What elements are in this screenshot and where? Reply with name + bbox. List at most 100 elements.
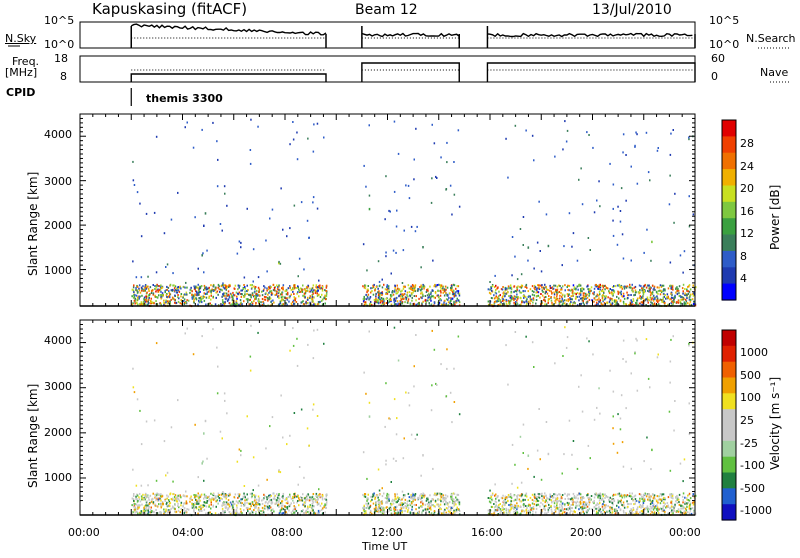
velocity-cell xyxy=(623,510,625,512)
power-cell xyxy=(224,295,226,297)
velocity-cell xyxy=(381,506,383,508)
velocity-cell xyxy=(143,507,145,509)
power-cell xyxy=(391,273,393,275)
velocity-cell xyxy=(418,511,420,513)
velocity-cell xyxy=(158,494,160,496)
power-cell xyxy=(560,289,562,291)
power-cell xyxy=(620,221,622,223)
velocity-cell xyxy=(566,347,568,349)
velocity-cell xyxy=(410,495,412,497)
power-cell xyxy=(421,303,423,305)
velocity-cell xyxy=(287,508,289,510)
velocity-cell xyxy=(222,510,224,512)
velocity-cell xyxy=(459,413,461,415)
velocity-cell xyxy=(137,501,139,503)
velocity-cell xyxy=(686,506,688,508)
power-cell xyxy=(583,300,585,302)
velocity-cell xyxy=(139,507,141,509)
velocity-cell xyxy=(631,468,633,470)
power-cell xyxy=(367,289,369,291)
velocity-cell xyxy=(238,493,240,495)
velocity-cell xyxy=(430,500,432,502)
velocity-cell xyxy=(188,509,190,511)
power-cell xyxy=(633,294,635,296)
power-cell xyxy=(296,132,298,134)
velocity-cell xyxy=(673,335,675,337)
power-cell xyxy=(596,302,598,304)
power-cell xyxy=(693,301,695,303)
velocity-cell xyxy=(132,368,134,370)
power-cell xyxy=(612,293,614,295)
velocity-cell xyxy=(302,500,304,502)
velocity-cell xyxy=(168,496,170,498)
power-cell xyxy=(541,270,543,272)
velocity-cell xyxy=(639,512,641,514)
velocity-cell xyxy=(252,501,254,503)
power-cell xyxy=(382,279,384,281)
power-cell xyxy=(624,298,626,300)
power-cell xyxy=(510,299,512,301)
velocity-cell xyxy=(378,502,380,504)
velocity-cell xyxy=(559,500,561,502)
power-cell xyxy=(409,291,411,293)
power-cell xyxy=(578,179,580,181)
power-cell xyxy=(311,298,313,300)
velocity-cell xyxy=(383,493,385,495)
power-cell xyxy=(648,302,650,304)
power-cell xyxy=(513,291,515,293)
velocity-cell xyxy=(297,365,299,367)
velocity-cell xyxy=(325,511,327,513)
velocity-cell xyxy=(321,503,323,505)
power-cell xyxy=(426,289,428,291)
power-cell xyxy=(307,299,309,301)
velocity-cell xyxy=(436,384,438,386)
velocity-cell xyxy=(307,508,309,510)
velocity-cell xyxy=(556,498,558,500)
velocity-cell xyxy=(632,499,634,501)
power-cell xyxy=(236,300,238,302)
power-cell xyxy=(421,297,423,299)
power-cell xyxy=(387,284,389,286)
velocity-cell xyxy=(239,494,241,496)
power-cell xyxy=(289,143,291,145)
power-cell xyxy=(398,153,400,155)
power-cell xyxy=(136,290,138,292)
velocity-cell xyxy=(315,501,317,503)
velocity-cell xyxy=(184,502,186,504)
power-cell xyxy=(139,298,141,300)
power-cell xyxy=(365,285,367,287)
power-cell xyxy=(255,302,257,304)
velocity-cell xyxy=(630,503,632,505)
velocity-cell xyxy=(172,498,174,500)
velocity-cell xyxy=(221,505,223,507)
power-cell xyxy=(317,208,319,210)
power-cell xyxy=(143,301,145,303)
velocity-cell xyxy=(540,502,542,504)
power-cell xyxy=(385,255,387,257)
velocity-cell xyxy=(662,493,664,495)
velocity-cell xyxy=(163,511,165,513)
velocity-cell xyxy=(199,497,201,499)
velocity-cell xyxy=(180,496,182,498)
velocity-cell xyxy=(169,509,171,511)
power-cell xyxy=(155,291,157,293)
power-cell xyxy=(410,287,412,289)
power-cell xyxy=(204,292,206,294)
velocity-cell xyxy=(387,493,389,495)
velocity-cell xyxy=(384,511,386,513)
power-cell xyxy=(212,122,214,124)
power-cell xyxy=(187,122,189,124)
velocity-cell xyxy=(514,464,516,466)
velocity-cell xyxy=(385,460,387,462)
velocity-cell xyxy=(595,493,597,495)
power-cell xyxy=(220,223,222,225)
velocity-cell xyxy=(414,504,416,506)
velocity-cell xyxy=(612,502,614,504)
power-cell xyxy=(160,291,162,293)
power-cell xyxy=(541,286,543,288)
velocity-cell xyxy=(224,510,226,512)
power-cell xyxy=(222,293,224,295)
power-cell xyxy=(494,275,496,277)
velocity-cell xyxy=(673,430,675,432)
